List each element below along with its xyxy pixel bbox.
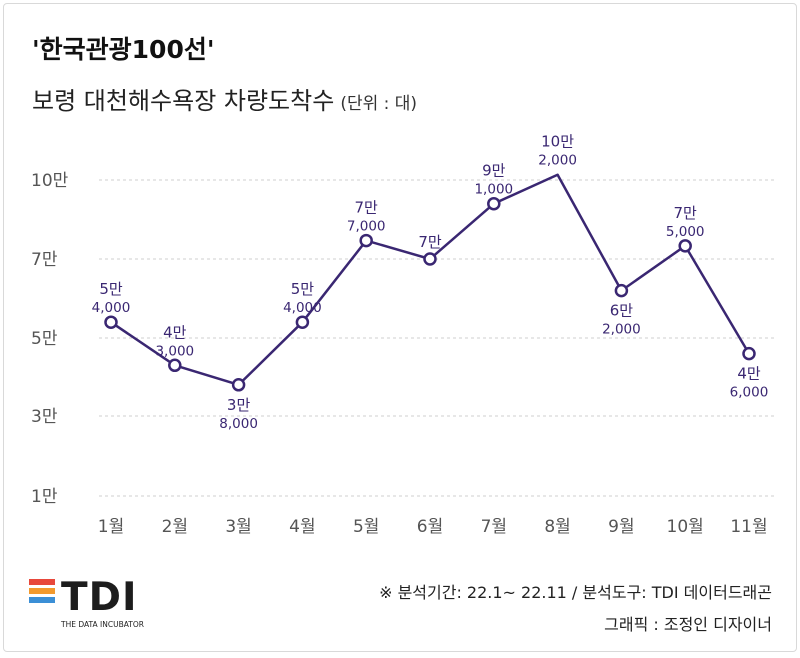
x-axis-ticks: 1월 2월 3월 4월 5월 6월 7월 8월 9월 10월 11월 bbox=[98, 517, 768, 537]
infographic-card: '한국관광100선' 보령 대천해수욕장 차량도착수 (단위 : 대) 1만 3만 5… bbox=[3, 3, 797, 652]
data-label-detail: 4,000 bbox=[283, 300, 322, 316]
logo-bar-orange bbox=[29, 588, 55, 594]
x-tick-label: 7월 bbox=[481, 517, 507, 537]
data-label-detail: 2,000 bbox=[602, 322, 641, 338]
y-tick-label: 7만 bbox=[31, 250, 58, 270]
data-label-main: 10만 bbox=[541, 133, 574, 151]
data-point bbox=[231, 378, 246, 392]
data-label-main: 4만 bbox=[163, 323, 187, 341]
data-label-main: 9만 bbox=[482, 162, 506, 180]
logo-bar-red bbox=[29, 579, 55, 585]
x-tick-label: 5월 bbox=[353, 517, 379, 537]
x-tick-label: 3월 bbox=[225, 517, 251, 537]
logo-letters: TDI bbox=[61, 575, 138, 620]
data-label-detail: 4,000 bbox=[92, 300, 131, 316]
y-tick-label: 3만 bbox=[31, 407, 58, 427]
data-point bbox=[423, 252, 437, 266]
data-label-detail: 7,000 bbox=[347, 219, 386, 235]
data-label-detail: 8,000 bbox=[219, 416, 258, 432]
chart-title: '한국관광100선' bbox=[32, 35, 215, 64]
x-tick-label: 9월 bbox=[608, 517, 634, 537]
data-label-detail: 2,000 bbox=[538, 153, 577, 169]
gridlines bbox=[99, 179, 776, 497]
x-tick-label: 4월 bbox=[289, 517, 315, 537]
data-point bbox=[742, 346, 756, 361]
data-point bbox=[104, 315, 118, 329]
data-label-main: 6만 bbox=[610, 302, 634, 320]
data-point bbox=[168, 358, 182, 373]
data-point bbox=[678, 239, 692, 253]
data-label-detail: 1,000 bbox=[474, 182, 513, 198]
data-label-main: 5만 bbox=[291, 280, 315, 298]
chart-subtitle: 보령 대천해수욕장 차량도착수 (단위 : 대) bbox=[32, 81, 417, 116]
x-tick-label: 2월 bbox=[162, 517, 188, 537]
x-tick-label: 10월 bbox=[667, 517, 704, 537]
data-label-main: 7만 bbox=[674, 204, 698, 222]
subtitle-text: 보령 대천해수욕장 차량도착수 bbox=[32, 87, 335, 115]
unit-label: (단위 : 대) bbox=[340, 94, 418, 114]
logo-bar-blue bbox=[29, 597, 55, 603]
y-tick-label: 10만 bbox=[31, 171, 69, 191]
y-tick-label: 5만 bbox=[31, 329, 58, 349]
data-label-main: 5만 bbox=[99, 280, 123, 298]
data-label-main: 7만 bbox=[355, 199, 379, 217]
logo-tagline: THE DATA INCUBATOR bbox=[61, 620, 144, 629]
source-note: ※ 분석기간: 22.1~ 22.11 / 분석도구: TDI 데이터드래곤 bbox=[379, 583, 772, 602]
series-line bbox=[110, 173, 751, 387]
data-label-main: 3만 bbox=[227, 396, 251, 414]
tdi-logo: TDI THE DATA INCUBATOR bbox=[29, 575, 179, 634]
x-tick-label: 6월 bbox=[417, 517, 443, 537]
data-label-detail: 6,000 bbox=[730, 385, 769, 401]
data-label-detail: 3,000 bbox=[155, 343, 194, 359]
data-point bbox=[614, 283, 629, 298]
x-tick-label: 8월 bbox=[544, 517, 570, 537]
line-chart: 1만 3만 5만 7만 10만 1월 2월 3월 4월 5월 6월 7월 8월 9월 10월 11월 5만 4… bbox=[31, 133, 776, 537]
y-tick-label: 1만 bbox=[31, 487, 58, 507]
y-axis-ticks: 1만 3만 5만 7만 10만 bbox=[31, 171, 69, 507]
data-label-main: 4만 bbox=[737, 365, 761, 383]
x-tick-label: 1월 bbox=[98, 517, 124, 537]
series-path bbox=[110, 173, 751, 387]
graphic-credit: 그래픽 : 조정인 디자이너 bbox=[604, 615, 772, 634]
data-label-main: 7만 bbox=[418, 233, 442, 251]
logo-bars bbox=[29, 579, 179, 603]
data-point bbox=[487, 196, 501, 211]
data-labels: 5만 4,000 4만 3,000 3만 8,000 5만 4,000 7만 7,000 7만 9만 1… bbox=[92, 133, 769, 432]
x-tick-label: 11월 bbox=[730, 517, 767, 537]
data-point bbox=[295, 315, 310, 329]
data-label-detail: 5,000 bbox=[666, 224, 705, 240]
data-points bbox=[104, 196, 756, 392]
data-point bbox=[359, 233, 373, 248]
